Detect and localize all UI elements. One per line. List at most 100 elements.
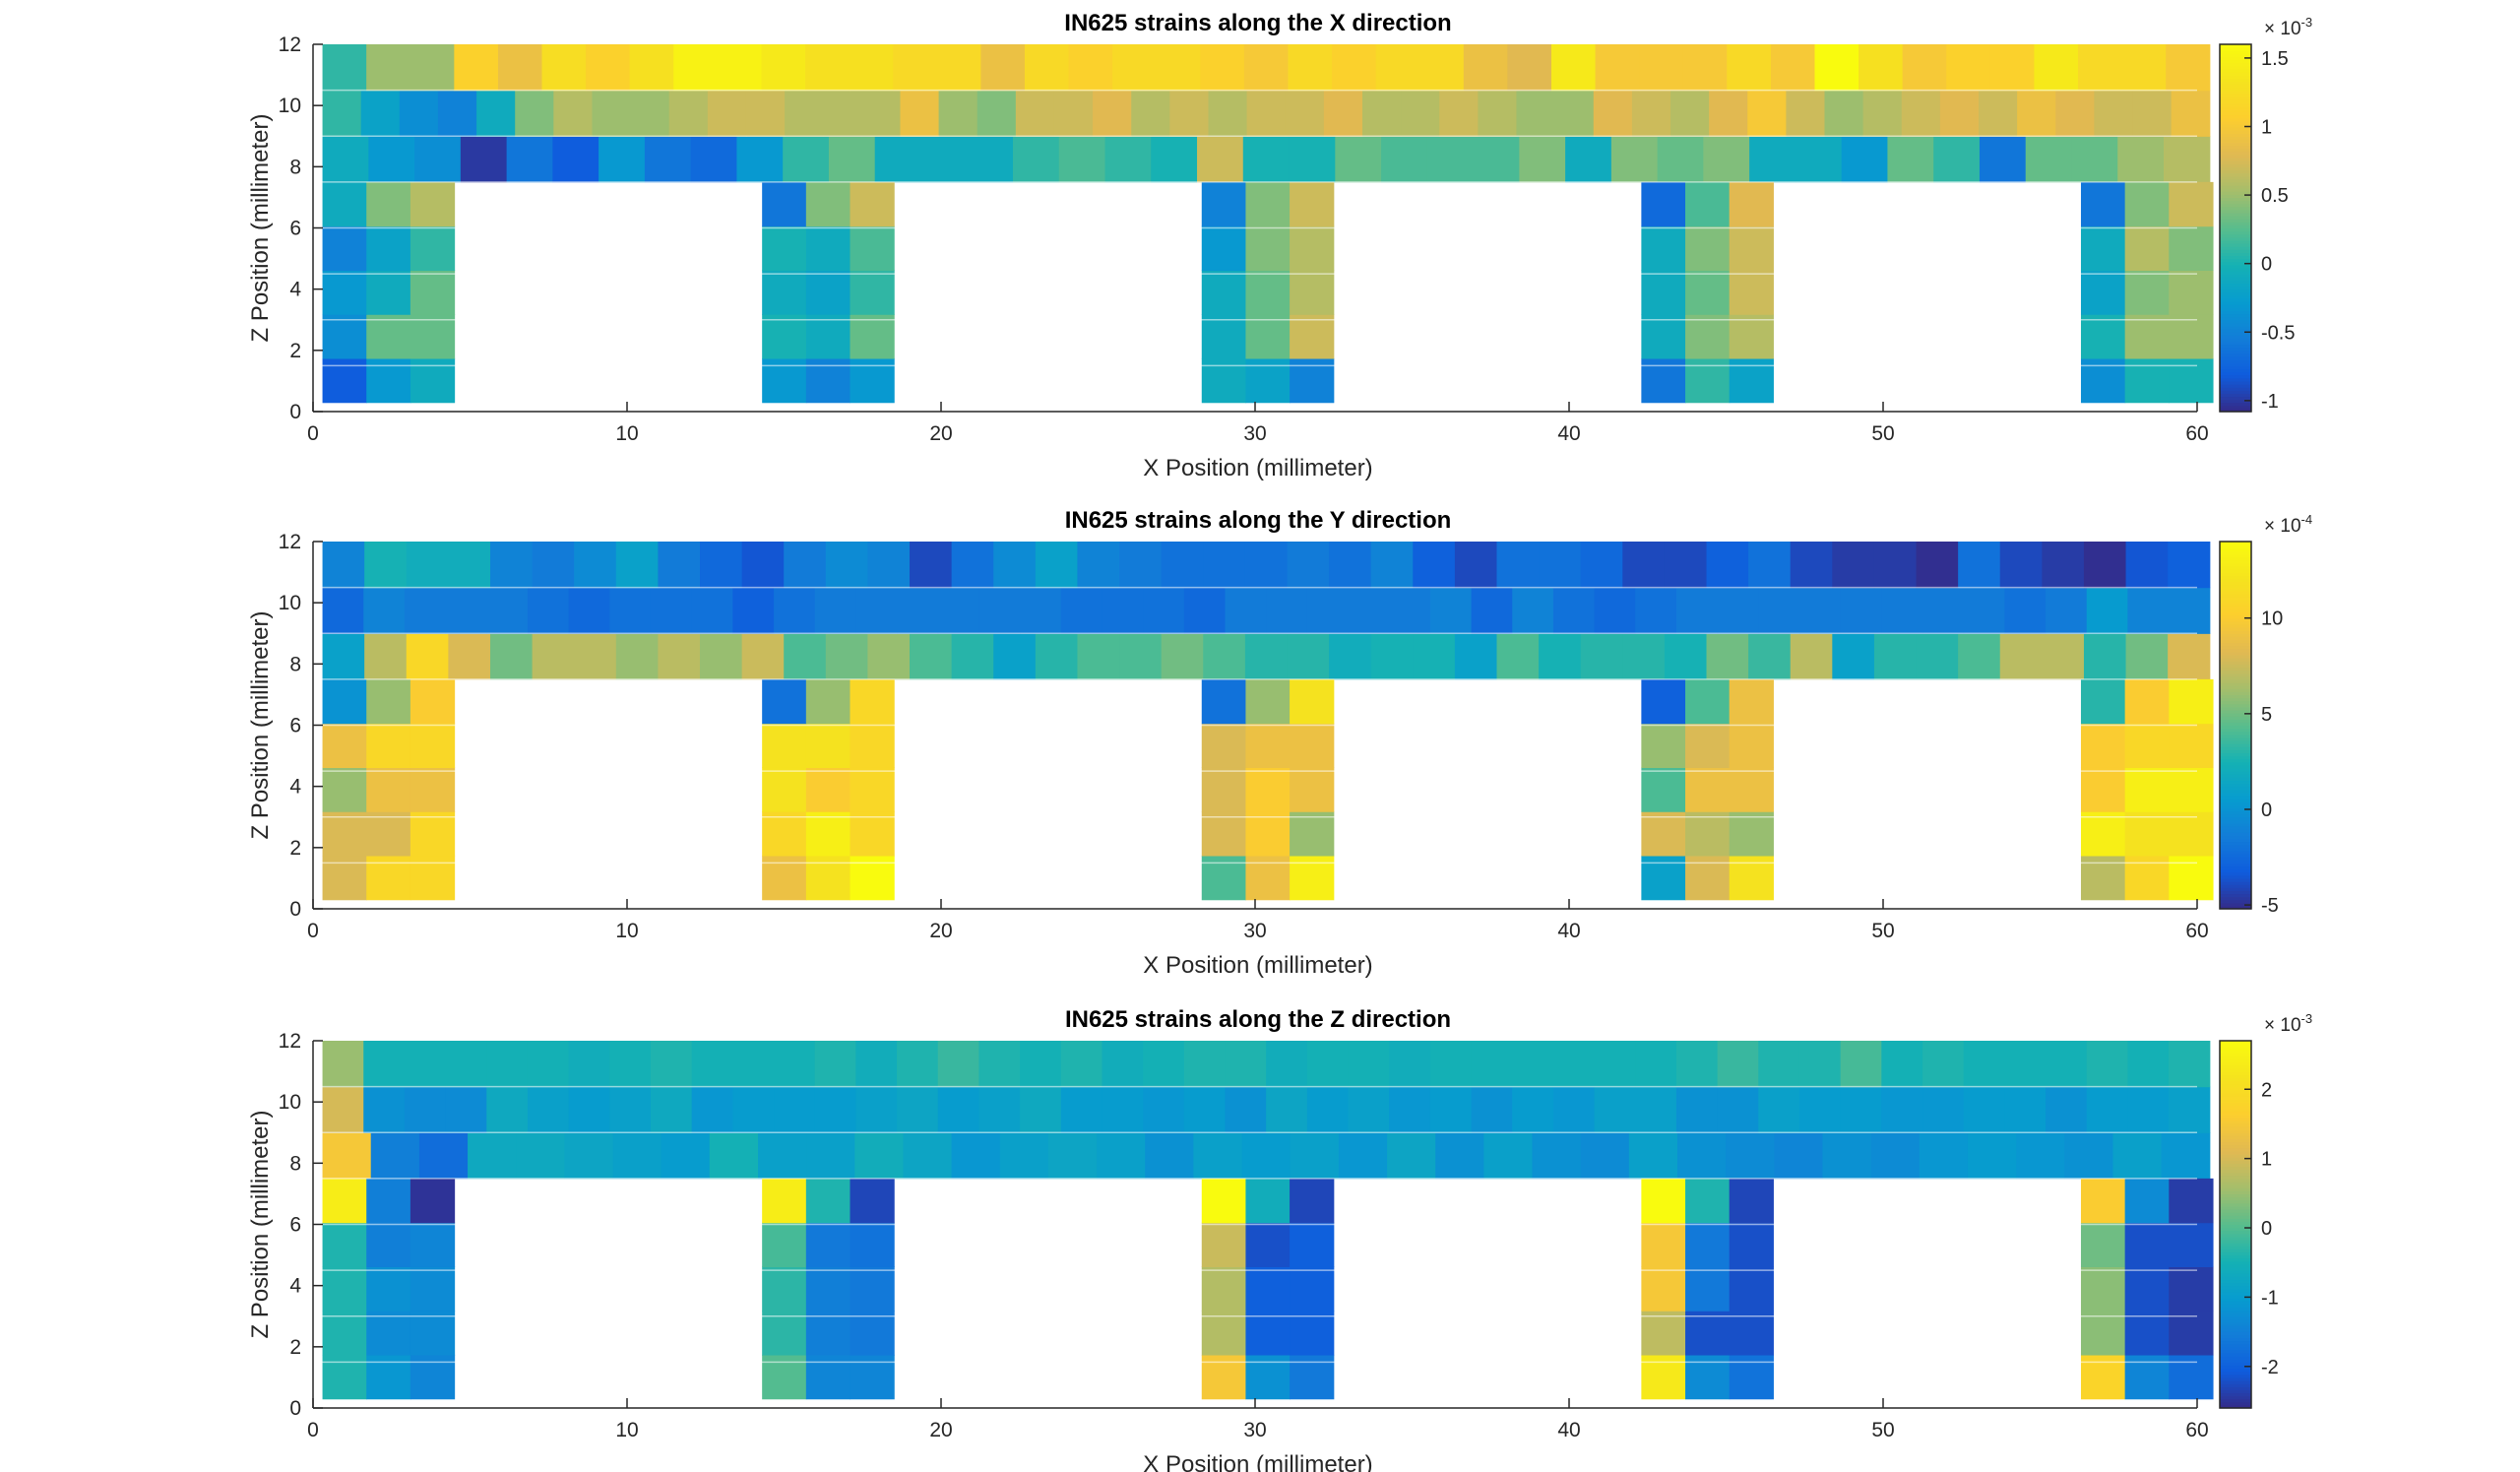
colorbar-swatch	[2220, 572, 2251, 576]
y-tick-label: 0	[289, 898, 301, 921]
colorbar-swatch	[2220, 590, 2251, 595]
heatmap-cell	[541, 44, 587, 92]
colorbar-swatch	[2220, 844, 2251, 849]
heatmap-cell	[1749, 136, 1796, 183]
heatmap-cell	[406, 542, 449, 589]
x-tick-label: 50	[1871, 1419, 1894, 1441]
heatmap-cell	[1967, 1132, 2017, 1180]
colorbar-swatch	[2220, 350, 2251, 354]
y-strain-panel: IN625 strains along the Y direction X Po…	[247, 507, 2312, 979]
heatmap-cell	[1266, 587, 1308, 634]
colorbar-swatch	[2220, 736, 2251, 741]
colorbar-swatch	[2220, 1218, 2251, 1222]
heatmap-cell	[1685, 225, 1731, 271]
colorbar-swatch	[2220, 1166, 2251, 1171]
axes: 0 10 20 30 40 50 60 0 2 4 6 8 10 12	[279, 531, 2209, 942]
heatmap-cell	[732, 1086, 775, 1133]
heatmap-cell	[366, 225, 411, 271]
heatmap-cell	[1580, 542, 1623, 589]
x-tick-label: 0	[307, 1419, 319, 1441]
colorbar-swatch	[2220, 283, 2251, 288]
heatmap-cell	[1413, 542, 1456, 589]
x-tick-label: 10	[615, 1419, 638, 1441]
heatmap-cell	[2080, 314, 2126, 359]
heatmap-cell	[1012, 136, 1060, 183]
colorbar-swatch	[2220, 402, 2251, 407]
heatmap-cell	[1999, 633, 2043, 680]
heatmap-cell	[1622, 633, 1666, 680]
heatmap-cell	[1552, 1086, 1596, 1133]
heatmap-cell	[404, 587, 447, 634]
colorbar-swatch	[2220, 206, 2251, 211]
heatmap-cell	[1245, 270, 1291, 315]
colorbar-swatch	[2220, 1175, 2251, 1180]
heatmap-cell	[1747, 90, 1787, 137]
heatmap-cell	[825, 633, 869, 680]
heatmap-cell	[757, 1132, 807, 1180]
colorbar-swatch	[2220, 709, 2251, 714]
colorbar-swatch	[2220, 832, 2251, 836]
colorbar-swatch	[2220, 1392, 2251, 1397]
heatmap-cell	[2086, 1041, 2129, 1088]
colorbar-swatch	[2220, 341, 2251, 346]
heatmap-cell	[1552, 587, 1596, 634]
colorbar-swatch	[2220, 200, 2251, 205]
heatmap-cell	[1641, 270, 1686, 315]
heatmap-cell	[322, 678, 367, 725]
heatmap-cell	[445, 587, 487, 634]
heatmap-cell	[1020, 587, 1062, 634]
colorbar-frame	[2219, 541, 2252, 910]
heatmap-cell	[1946, 44, 1991, 92]
heatmap-cell	[532, 633, 575, 680]
heatmap-cell	[805, 225, 851, 271]
colorbar-swatch	[2220, 1304, 2251, 1309]
colorbar-swatch	[2220, 1273, 2251, 1277]
heatmap-cell	[1635, 1041, 1677, 1088]
heatmap-cell	[1143, 1041, 1185, 1088]
colorbar-swatch	[2220, 706, 2251, 711]
heatmap-cell	[2169, 1041, 2211, 1088]
colorbar-swatch	[2220, 804, 2251, 809]
colorbar-swatch	[2220, 1353, 2251, 1357]
heatmap-cell	[527, 1086, 570, 1133]
heatmap-cell	[2169, 270, 2214, 315]
heatmap-cell	[322, 1266, 367, 1312]
heatmap-cell	[762, 270, 807, 315]
colorbar-swatch	[2220, 1111, 2251, 1116]
heatmap-cell	[1641, 811, 1686, 857]
heatmap-cell	[1200, 44, 1245, 92]
heatmap-cell	[1685, 811, 1731, 857]
colorbar-swatch	[2220, 1160, 2251, 1164]
heatmap-cell	[2169, 314, 2214, 359]
colorbar-swatch	[2220, 1157, 2251, 1161]
colorbar-swatch	[2220, 399, 2251, 404]
y-tick-label: 4	[289, 776, 301, 799]
heatmap-cell	[700, 633, 743, 680]
colorbar-swatch	[2220, 277, 2251, 281]
heatmap-cell	[2169, 678, 2214, 725]
heatmap-cell	[1729, 270, 1774, 315]
heatmap-cell	[1119, 542, 1163, 589]
heatmap-cell	[1685, 767, 1731, 812]
colorbar-tick-label: -1	[2261, 391, 2279, 413]
colorbar-swatch	[2220, 1050, 2251, 1055]
colorbar-swatch	[2220, 158, 2251, 161]
heatmap-cell	[553, 90, 594, 137]
heatmap-cell	[762, 1178, 807, 1224]
heatmap-cell	[404, 1086, 447, 1133]
heatmap-cell	[629, 44, 674, 92]
colorbar-swatch	[2220, 1376, 2251, 1381]
colorbar-swatch	[2220, 1398, 2251, 1403]
heatmap-cell	[2017, 90, 2056, 137]
heatmap-cell	[849, 44, 894, 92]
heatmap-cell	[592, 90, 632, 137]
heatmap-cell	[1963, 1086, 2005, 1133]
heatmap-cell	[1201, 767, 1247, 812]
x-tick-label: 60	[2185, 920, 2208, 942]
heatmap-cell	[1717, 587, 1759, 634]
heatmap-cell	[732, 1041, 775, 1088]
heatmap-cell	[1532, 1132, 1582, 1180]
heatmap-cell	[1143, 1086, 1185, 1133]
colorbar-swatch	[2220, 1080, 2251, 1085]
heatmap-cell	[489, 633, 534, 680]
